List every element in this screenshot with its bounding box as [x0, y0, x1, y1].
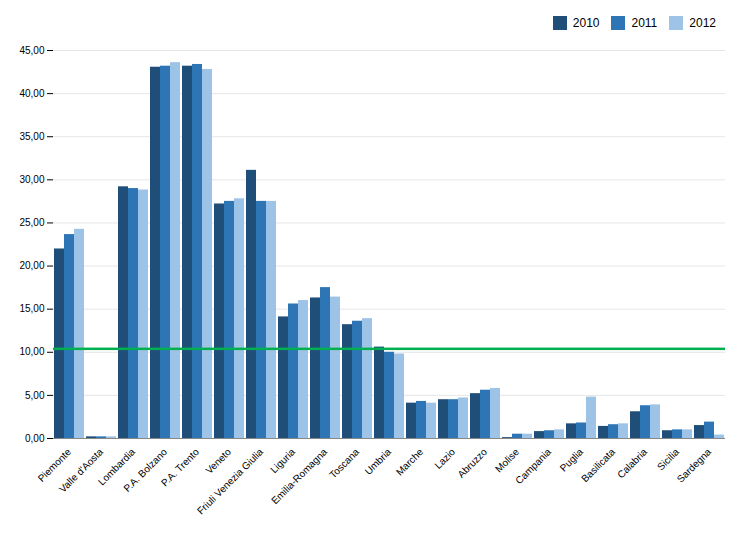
html-text:2010: 2010	[572, 15, 600, 30]
svg-text:20,00: 20,00	[19, 260, 44, 271]
html-text:2012: 2012	[689, 15, 716, 30]
svg-text:P.A. Bolzano: P.A. Bolzano	[121, 446, 169, 494]
svg-text:Toscana: Toscana	[327, 446, 361, 480]
svg-text:Abruzzo: Abruzzo	[455, 446, 489, 480]
svg-text:40,00: 40,00	[19, 88, 44, 99]
svg-text:Marche: Marche	[394, 446, 426, 478]
svg-text:5,00: 5,00	[25, 390, 45, 401]
svg-text:Piemonte: Piemonte	[35, 446, 74, 484]
html-text:2011: 2011	[631, 15, 658, 30]
svg-text:Campania: Campania	[513, 446, 553, 486]
svg-text:10,00: 10,00	[19, 346, 44, 357]
svg-text:Emilia-Romagna: Emilia-Romagna	[269, 446, 329, 506]
svg-text:Molise: Molise	[493, 446, 522, 475]
svg-text:Valle d'Aosta: Valle d'Aosta	[57, 446, 106, 495]
svg-text:0,00: 0,00	[25, 433, 45, 444]
svg-text:Lombardia: Lombardia	[96, 446, 138, 488]
svg-text:45,00: 45,00	[19, 45, 44, 56]
svg-text:Liguria: Liguria	[268, 446, 297, 475]
svg-text:Sardegna: Sardegna	[675, 446, 714, 485]
svg-text:Veneto: Veneto	[203, 446, 233, 476]
svg-text:Friuli Venezia Giulia: Friuli Venezia Giulia	[195, 446, 266, 517]
svg-text:25,00: 25,00	[19, 217, 44, 228]
svg-text:Umbria: Umbria	[363, 446, 394, 477]
svg-text:P.A. Trento: P.A. Trento	[159, 446, 202, 489]
svg-text:Sicilia: Sicilia	[655, 446, 682, 473]
svg-text:35,00: 35,00	[19, 131, 44, 142]
svg-text:Calabria: Calabria	[615, 446, 649, 480]
svg-text:Lazio: Lazio	[432, 446, 457, 471]
svg-text:Basilicata: Basilicata	[579, 446, 617, 484]
svg-text:30,00: 30,00	[19, 174, 44, 185]
svg-text:Puglia: Puglia	[558, 446, 586, 474]
svg-text:15,00: 15,00	[19, 303, 44, 314]
